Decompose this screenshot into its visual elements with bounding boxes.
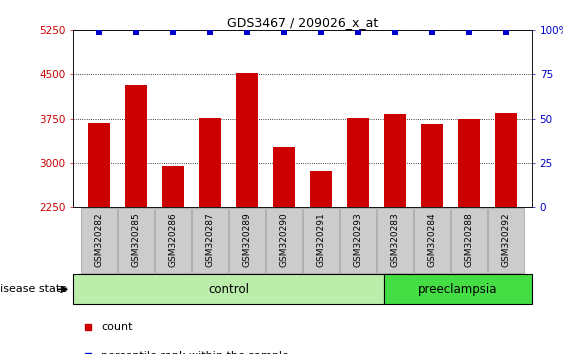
Point: [391, 29, 400, 35]
Text: count: count: [101, 322, 133, 332]
Point: [243, 29, 252, 35]
Text: GSM320284: GSM320284: [428, 212, 437, 267]
FancyBboxPatch shape: [341, 209, 376, 273]
Bar: [458, 119, 480, 207]
Text: GSM320285: GSM320285: [132, 212, 141, 267]
Bar: [125, 85, 147, 207]
Text: percentile rank within the sample: percentile rank within the sample: [101, 351, 289, 354]
FancyBboxPatch shape: [229, 209, 265, 273]
Bar: [384, 114, 406, 207]
Text: preeclampsia: preeclampsia: [418, 283, 498, 296]
Bar: [236, 73, 258, 207]
Bar: [347, 118, 369, 207]
Text: control: control: [208, 283, 249, 296]
Point: [132, 29, 141, 35]
Text: GSM320292: GSM320292: [502, 212, 511, 267]
FancyBboxPatch shape: [155, 209, 191, 273]
FancyBboxPatch shape: [452, 209, 487, 273]
Bar: [384, 274, 532, 304]
Text: GSM320287: GSM320287: [205, 212, 215, 267]
Point: [428, 29, 437, 35]
FancyBboxPatch shape: [81, 209, 117, 273]
Text: GSM320290: GSM320290: [280, 212, 289, 267]
Text: GSM320286: GSM320286: [168, 212, 177, 267]
Point: [205, 29, 215, 35]
Text: disease state: disease state: [0, 284, 68, 295]
Bar: [199, 118, 221, 207]
Text: GSM320289: GSM320289: [243, 212, 252, 267]
FancyBboxPatch shape: [193, 209, 228, 273]
Bar: [88, 123, 110, 207]
FancyBboxPatch shape: [303, 209, 339, 273]
FancyBboxPatch shape: [488, 209, 524, 273]
Point: [354, 29, 363, 35]
FancyBboxPatch shape: [118, 209, 154, 273]
Text: GSM320291: GSM320291: [316, 212, 325, 267]
Text: GSM320293: GSM320293: [354, 212, 363, 267]
Point: [280, 29, 289, 35]
Bar: [421, 124, 443, 207]
Bar: [495, 113, 517, 207]
Bar: [310, 171, 332, 207]
Point: [95, 29, 104, 35]
FancyBboxPatch shape: [266, 209, 302, 273]
Bar: [73, 274, 384, 304]
Bar: [162, 166, 184, 207]
Point: [168, 29, 177, 35]
Text: GSM320282: GSM320282: [95, 212, 104, 267]
Point: [502, 29, 511, 35]
Text: GSM320283: GSM320283: [391, 212, 400, 267]
Point: [464, 29, 473, 35]
Title: GDS3467 / 209026_x_at: GDS3467 / 209026_x_at: [227, 16, 378, 29]
FancyBboxPatch shape: [377, 209, 413, 273]
FancyBboxPatch shape: [414, 209, 450, 273]
Bar: [273, 147, 295, 207]
Point: [316, 29, 325, 35]
Text: GSM320288: GSM320288: [464, 212, 473, 267]
